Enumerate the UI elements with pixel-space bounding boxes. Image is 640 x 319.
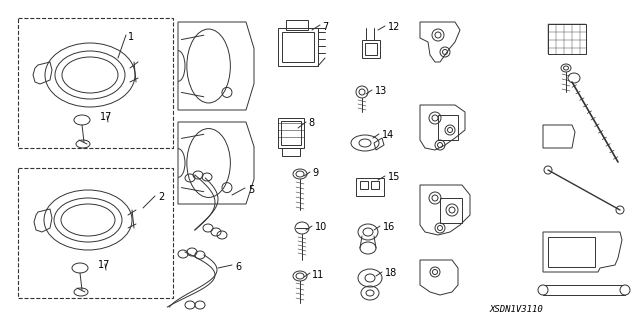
Text: 17: 17: [100, 112, 113, 122]
Text: 2: 2: [158, 192, 164, 202]
Text: 15: 15: [388, 172, 401, 182]
Ellipse shape: [620, 285, 630, 295]
Text: 7: 7: [322, 22, 328, 32]
Bar: [278, 28, 318, 66]
Bar: [18, 168, 173, 298]
Bar: [281, 121, 301, 145]
Text: 18: 18: [385, 268, 397, 278]
Bar: [371, 181, 379, 189]
Bar: [362, 40, 380, 58]
Text: 8: 8: [308, 118, 314, 128]
Bar: [365, 43, 377, 55]
Bar: [18, 18, 173, 148]
Bar: [286, 20, 308, 30]
Text: 14: 14: [382, 130, 394, 140]
Text: 6: 6: [235, 262, 241, 272]
Ellipse shape: [538, 285, 548, 295]
Text: 12: 12: [388, 22, 401, 32]
Text: 17: 17: [98, 260, 110, 270]
Bar: [282, 148, 300, 156]
Bar: [438, 115, 458, 140]
Text: 11: 11: [312, 270, 324, 280]
Bar: [282, 32, 314, 62]
Text: 1: 1: [128, 32, 134, 42]
Bar: [548, 24, 586, 54]
Bar: [356, 178, 384, 196]
Text: 10: 10: [315, 222, 327, 232]
Text: 16: 16: [383, 222, 396, 232]
Bar: [360, 181, 368, 189]
Text: 5: 5: [248, 185, 254, 195]
Bar: [440, 198, 462, 223]
Bar: [543, 285, 625, 295]
Text: XSDN1V3110: XSDN1V3110: [490, 305, 544, 314]
Text: 9: 9: [312, 168, 318, 178]
Bar: [278, 118, 304, 148]
Text: 13: 13: [375, 86, 387, 96]
